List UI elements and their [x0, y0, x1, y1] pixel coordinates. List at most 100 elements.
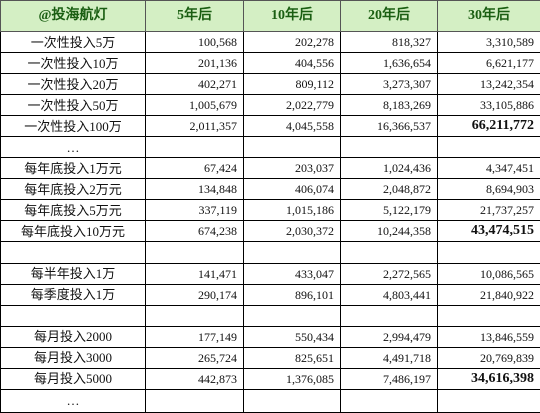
value-cell [243, 304, 341, 327]
table-row [0, 241, 540, 264]
table-row: … [0, 388, 540, 413]
row-label: 每半年投入1万 [0, 262, 146, 285]
value-cell: 2,272,565 [340, 262, 438, 285]
value-cell: 674,238 [145, 220, 244, 243]
value-cell: 8,694,903 [437, 178, 540, 201]
value-cell: 203,037 [243, 157, 341, 180]
value-cell: 10,244,358 [340, 220, 438, 243]
value-cell: 404,556 [243, 52, 341, 75]
value-cell: 10,086,565 [437, 262, 540, 285]
value-cell: 202,278 [243, 30, 341, 54]
value-cell: 2,048,872 [340, 178, 438, 201]
row-label: 一次性投入50万 [0, 94, 146, 117]
value-cell: 337,119 [145, 199, 244, 222]
value-cell [145, 136, 244, 159]
value-cell: 1,636,654 [340, 52, 438, 75]
value-cell: 896,101 [243, 283, 341, 306]
table-row: 每年底投入5万元 337,119 1,015,186 5,122,179 21,737,… [0, 199, 540, 222]
row-label: 一次性投入5万 [0, 30, 146, 54]
value-cell: 1,376,085 [243, 367, 341, 390]
value-cell: 809,112 [243, 73, 341, 96]
table-row [0, 304, 540, 327]
value-cell: 100,568 [145, 30, 244, 54]
value-cell: 21,840,922 [437, 283, 540, 306]
header-cell: 5年后 [145, 0, 244, 32]
value-cell: 265,724 [145, 346, 244, 369]
table-row: 每季度投入1万 290,174 896,101 4,803,441 21,840,922 [0, 283, 540, 306]
value-cell: 2,994,479 [340, 325, 438, 348]
table-row: 一次性投入20万 402,271 809,112 3,273,307 13,242,35… [0, 73, 540, 96]
value-cell: 33,105,886 [437, 94, 540, 117]
value-cell: 201,136 [145, 52, 244, 75]
value-cell [145, 241, 244, 264]
row-label: 一次性投入100万 [0, 115, 146, 138]
value-cell: 66,211,772 [437, 115, 540, 138]
value-cell: 2,011,357 [145, 115, 244, 138]
value-cell [340, 388, 438, 413]
table-row: 一次性投入50万 1,005,679 2,022,779 8,183,269 33,10… [0, 94, 540, 117]
row-label: 一次性投入20万 [0, 73, 146, 96]
row-label: 每年底投入10万元 [0, 220, 146, 243]
table-row: 每年底投入10万元 674,238 2,030,372 10,244,358 43,47… [0, 220, 540, 243]
table-row: 每月投入5000 442,873 1,376,085 7,486,197 34,616,… [0, 367, 540, 390]
value-cell: 406,074 [243, 178, 341, 201]
value-cell [437, 304, 540, 327]
value-cell: 43,474,515 [437, 220, 540, 243]
header-cell: 30年后 [437, 0, 540, 32]
row-label: 每年底投入1万元 [0, 157, 146, 180]
value-cell [437, 241, 540, 264]
value-cell: 13,242,354 [437, 73, 540, 96]
value-cell [437, 136, 540, 159]
value-cell [340, 136, 438, 159]
value-cell: 16,366,537 [340, 115, 438, 138]
value-cell: 4,491,718 [340, 346, 438, 369]
value-cell [437, 388, 540, 413]
value-cell: 141,471 [145, 262, 244, 285]
header-cell: @投海航灯 [0, 0, 146, 32]
header-cell: 20年后 [340, 0, 438, 32]
value-cell: 433,047 [243, 262, 341, 285]
value-cell: 402,271 [145, 73, 244, 96]
value-cell: 6,621,177 [437, 52, 540, 75]
value-cell: 13,846,559 [437, 325, 540, 348]
value-cell [243, 136, 341, 159]
row-label [0, 241, 146, 264]
value-cell [145, 388, 244, 413]
value-cell: 3,273,307 [340, 73, 438, 96]
value-cell: 8,183,269 [340, 94, 438, 117]
value-cell [340, 304, 438, 327]
header-cell: 10年后 [243, 0, 341, 32]
row-label: 每月投入5000 [0, 367, 146, 390]
value-cell: 3,310,589 [437, 30, 540, 54]
value-cell: 21,737,257 [437, 199, 540, 222]
value-cell: 20,769,839 [437, 346, 540, 369]
table-row: 每年底投入2万元 134,848 406,074 2,048,872 8,694,903 [0, 178, 540, 201]
table-row: 一次性投入5万 100,568 202,278 818,327 3,310,589 [0, 30, 540, 54]
header-row: @投海航灯 5年后 10年后 20年后 30年后 [0, 0, 540, 32]
row-label: … [0, 136, 146, 159]
value-cell [145, 304, 244, 327]
value-cell: 7,486,197 [340, 367, 438, 390]
row-label: 每季度投入1万 [0, 283, 146, 306]
row-label: 每月投入2000 [0, 325, 146, 348]
value-cell: 2,022,779 [243, 94, 341, 117]
row-label: 每年底投入2万元 [0, 178, 146, 201]
row-label: 每月投入3000 [0, 346, 146, 369]
table-row: 每月投入3000 265,724 825,651 4,491,718 20,769,83… [0, 346, 540, 369]
value-cell: 1,005,679 [145, 94, 244, 117]
value-cell: 4,347,451 [437, 157, 540, 180]
table-row: 一次性投入100万 2,011,357 4,045,558 16,366,537 66,… [0, 115, 540, 138]
value-cell: 1,015,186 [243, 199, 341, 222]
value-cell: 550,434 [243, 325, 341, 348]
row-label: … [0, 388, 146, 413]
row-label: 每年底投入5万元 [0, 199, 146, 222]
table-row: 一次性投入10万 201,136 404,556 1,636,654 6,621,177 [0, 52, 540, 75]
table-row: 每月投入2000 177,149 550,434 2,994,479 13,846,55… [0, 325, 540, 348]
value-cell: 825,651 [243, 346, 341, 369]
value-cell: 290,174 [145, 283, 244, 306]
table-row: 每年底投入1万元 67,424 203,037 1,024,436 4,347,451 [0, 157, 540, 180]
row-label [0, 304, 146, 327]
value-cell [243, 388, 341, 413]
